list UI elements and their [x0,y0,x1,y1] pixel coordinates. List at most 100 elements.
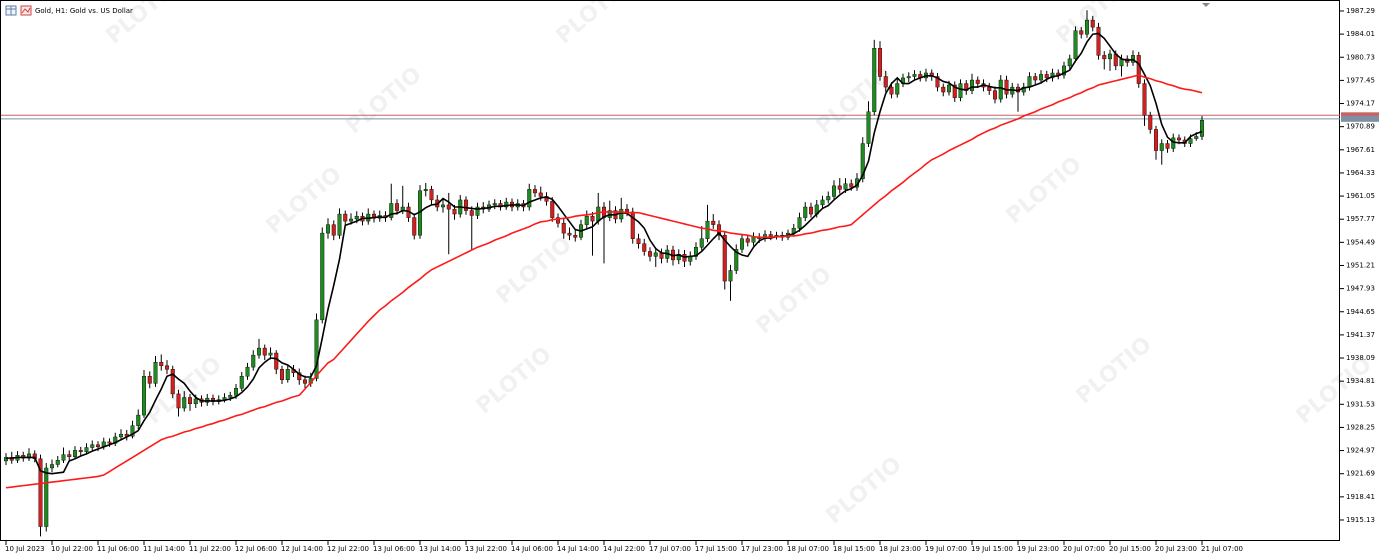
y-tick-label: 1961.05 [1346,192,1375,200]
candle-body [354,215,359,220]
candle-body [912,74,917,77]
candle-body [866,111,871,144]
candle-body [331,224,336,236]
candle-body [843,183,848,190]
candle-body [118,433,123,438]
candle-body [72,450,77,457]
y-tick-label: 1974.17 [1346,100,1375,108]
x-tick-label: 17 Jul 07:00 [649,545,691,553]
x-tick-label: 10 Jul 22:00 [51,545,93,553]
candle-body [159,361,164,366]
candle-body [1027,76,1032,88]
candle-body [550,201,555,218]
candle-body [872,48,877,112]
candle-body [1044,74,1049,79]
candle-body [239,376,244,389]
candle-body [1033,76,1038,81]
candle-body [722,235,727,282]
candle-body [280,369,285,381]
icon-chart-line [21,7,31,14]
shift-marker [1202,3,1210,7]
y-tick-label: 1964.33 [1346,169,1375,177]
x-tick-label: 14 Jul 14:00 [557,545,599,553]
y-tick-label: 1941.37 [1346,331,1375,339]
candle-body [596,206,601,222]
candle-body [1148,115,1153,130]
candle-body [107,441,112,444]
price-tag [1341,115,1379,122]
y-tick-label: 1980.73 [1346,53,1375,61]
x-tick-label: 11 Jul 14:00 [143,545,185,553]
candle-body [895,83,900,95]
candle-body [67,454,72,457]
candle-body [906,76,911,79]
candle-body [584,215,589,225]
candle-body [268,352,273,356]
candle-body [469,210,474,216]
candle-body [860,143,865,179]
candle-body [320,232,325,321]
candle-body [170,369,175,395]
x-tick-label: 17 Jul 15:00 [695,545,737,553]
candle-body [337,213,342,236]
candle-body [285,369,290,381]
y-tick-label: 1957.77 [1346,215,1375,223]
candle-body [187,397,192,405]
candle-body [803,206,808,218]
candle-body [492,203,497,206]
y-tick-label: 1921.69 [1346,470,1375,478]
candle-body [44,467,49,527]
candle-body [1199,120,1204,137]
candle-body [164,365,169,370]
candle-body [1096,26,1101,56]
candle-body [527,189,532,208]
candle-body [1176,137,1181,141]
candle-body [55,460,60,465]
candle-body [90,444,95,448]
candle-body [1159,143,1164,151]
y-tick-label: 1915.13 [1346,516,1375,524]
candle-body [740,238,745,250]
y-tick-label: 1977.45 [1346,76,1375,84]
candle-body [452,208,457,215]
candle-body [653,252,658,257]
candle-body [1050,72,1055,79]
x-tick-label: 20 Jul 23:00 [1155,545,1197,553]
candle-body [832,185,837,197]
candle-body [1194,136,1199,139]
x-tick-label: 11 Jul 22:00 [189,545,231,553]
candle-body [182,397,187,409]
x-tick-label: 20 Jul 15:00 [1109,545,1151,553]
candle-body [952,84,957,98]
candle-body [849,183,854,188]
candle-body [1102,55,1107,60]
candle-body [475,206,480,216]
moving-average-line [6,32,1203,475]
candle-body [61,454,66,461]
candle-body [429,189,434,201]
candle-body [878,48,883,77]
x-tick-label: 19 Jul 23:00 [1017,545,1059,553]
candle-body [38,458,43,527]
candle-body [728,270,733,282]
candle-body [297,372,302,381]
x-tick-label: 14 Jul 06:00 [511,545,553,553]
x-tick-label: 20 Jul 07:00 [1063,545,1105,553]
x-tick-label: 18 Jul 07:00 [787,545,829,553]
x-tick-label: 14 Jul 22:00 [603,545,645,553]
candle-body [947,84,952,93]
candle-body [809,206,814,215]
candle-body [1188,138,1193,144]
candle-body [958,83,963,98]
candle-body [1142,83,1147,116]
candle-body [446,204,451,210]
y-tick-label: 1970.89 [1346,123,1375,131]
candle-body [326,224,331,234]
candle-body [993,90,998,100]
candle-body [533,189,538,194]
candle-body [1061,65,1066,76]
candle-body [464,199,469,211]
candle-body [389,203,394,218]
